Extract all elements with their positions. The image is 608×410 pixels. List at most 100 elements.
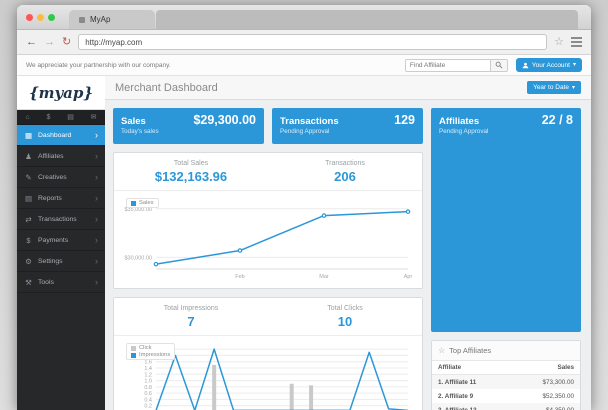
find-affiliate-input[interactable] — [404, 58, 491, 72]
minimize-button[interactable] — [37, 13, 44, 21]
svg-text:Apr: Apr — [404, 274, 413, 280]
report-icon[interactable]: ▤ — [67, 114, 74, 121]
tab-strip — [156, 10, 578, 29]
sidebar-item-transactions[interactable]: ⇄ Transactions › — [17, 209, 105, 230]
sales-line-chart: $35,000.00 $30,000.00 Feb Mar Apr — [124, 207, 413, 280]
home-icon[interactable]: ⌂ — [25, 113, 30, 121]
star-icon: ☆ — [438, 346, 446, 355]
transactions-stat-card: Transactions 129 Pending Approval — [272, 108, 423, 144]
svg-text:$30,000.00: $30,000.00 — [124, 255, 152, 261]
svg-text:1.4: 1.4 — [144, 366, 152, 372]
top-affiliates-header: ☆ Top Affiliates — [432, 341, 580, 361]
tools-icon: ⚒ — [25, 277, 32, 287]
total-impressions-value: 7 — [187, 314, 195, 329]
affiliates-icon: ♟ — [25, 151, 32, 161]
dashboard: Sales $29,300.00 Today's sales Transacti… — [105, 100, 591, 410]
search-button[interactable] — [490, 58, 508, 72]
logo-box[interactable]: {myap} — [17, 76, 105, 110]
total-sales-label: Total Sales — [173, 160, 209, 167]
column-affiliate: Affiliate — [432, 361, 513, 375]
mail-icon[interactable]: ✉ — [90, 114, 97, 121]
total-impressions-label: Total Impressions — [163, 305, 219, 312]
affiliates-stat-card: Affiliates 22 / 8 Pending Approval — [431, 108, 581, 332]
svg-text:1.6: 1.6 — [144, 360, 152, 366]
table-row: 2. Affiliate 9 $52,350.00 — [432, 389, 580, 403]
svg-text:Feb: Feb — [235, 274, 244, 280]
sidebar-item-dashboard[interactable]: ▦ Dashboard › — [17, 125, 105, 146]
svg-text:0.6: 0.6 — [144, 391, 152, 397]
payments-icon: $ — [26, 235, 31, 245]
traffic-chart-legend[interactable]: Click Impressions — [126, 343, 176, 360]
sidebar-item-reports[interactable]: ▤ Reports › — [17, 188, 105, 209]
sales-legend-swatch-icon — [131, 200, 136, 206]
top-affiliates-table: Affiliate Sales 1. Affiliate 11 $73,300.… — [432, 361, 580, 410]
total-clicks-value: 10 — [337, 314, 353, 329]
sidebar-item-label: Settings — [38, 257, 63, 265]
app-shell: {myap} ⌂ $ ▤ ✉ ▦ Dashboard › ♟ Affiliate… — [17, 76, 591, 410]
transactions-subtitle: Pending Approval — [280, 128, 330, 135]
sales-chart-legend[interactable]: Sales — [126, 198, 159, 208]
year-to-date-button[interactable]: Year to Date ▾ — [527, 81, 581, 94]
refresh-icon[interactable]: ↻ — [62, 35, 72, 48]
affiliate-sales: $4,350.00 — [545, 406, 574, 410]
sidebar-item-label: Tools — [38, 278, 54, 286]
sidebar-item-settings[interactable]: ⚙ Settings › — [17, 251, 105, 272]
sidebar-item-label: Dashboard — [38, 131, 72, 139]
close-button[interactable] — [26, 13, 33, 21]
search-icon — [495, 61, 503, 69]
dollar-icon[interactable]: $ — [46, 113, 51, 121]
sales-overview-stats: Total Sales $132,163.96 Transactions 206 — [114, 153, 422, 191]
back-icon[interactable]: ← — [26, 35, 37, 48]
chevron-right-icon: › — [95, 129, 98, 140]
affiliates-value: 22 / 8 — [541, 113, 573, 127]
myap-logo: {myap} — [28, 83, 94, 102]
browser-menu-icon[interactable] — [571, 35, 582, 49]
svg-text:1.0: 1.0 — [144, 379, 152, 385]
overview-transactions-value: 206 — [334, 169, 356, 184]
sidebar-item-creatives[interactable]: ✎ Creatives › — [17, 167, 105, 188]
svg-text:$35,000.00: $35,000.00 — [124, 207, 152, 213]
total-clicks-label: Total Clicks — [327, 305, 363, 312]
table-row: 3. Affiliate 13 $4,350.00 — [432, 403, 580, 410]
traffic-chart-area: Click Impressions 2.01.81.61.41.21.00.80… — [114, 336, 422, 410]
sales-stat-card: Sales $29,300.00 Today's sales — [113, 108, 264, 144]
total-sales-value: $132,163.96 — [154, 169, 228, 184]
dashboard-right-column: Affiliates 22 / 8 Pending Approval ☆ Top… — [431, 108, 581, 410]
browser-window: MyAp ← → ↻ ☆ We appreciate your partners… — [17, 5, 591, 410]
sidebar-item-affiliates[interactable]: ♟ Affiliates › — [17, 146, 105, 167]
settings-gear-icon: ⚙ — [25, 256, 32, 266]
url-input[interactable] — [78, 34, 548, 50]
overview-transactions-label: Transactions — [325, 160, 365, 167]
zoom-button[interactable] — [48, 13, 55, 21]
chevron-right-icon: › — [95, 171, 98, 182]
top-affiliates-title: Top Affiliates — [449, 346, 492, 355]
transactions-label: Transactions — [280, 116, 339, 127]
chevron-down-icon: ▾ — [572, 62, 576, 68]
sidebar: {myap} ⌂ $ ▤ ✉ ▦ Dashboard › ♟ Affiliate… — [17, 76, 105, 410]
sidebar-item-payments[interactable]: $ Payments › — [17, 230, 105, 251]
sidebar-item-label: Payments — [38, 236, 69, 244]
sidebar-item-label: Creatives — [38, 173, 67, 181]
affiliate-sales: $73,300.00 — [542, 378, 574, 386]
browser-tab[interactable]: MyAp — [69, 10, 155, 29]
window-controls — [26, 13, 55, 21]
svg-text:0.4: 0.4 — [144, 397, 152, 403]
creatives-icon: ✎ — [25, 172, 32, 182]
utility-bar: We appreciate your partnership with our … — [17, 55, 591, 76]
browser-tab-bar: MyAp — [17, 5, 591, 30]
bookmark-star-icon[interactable]: ☆ — [554, 35, 564, 48]
traffic-overview-stats: Total Impressions 7 Total Clicks 10 — [114, 298, 422, 336]
forward-icon[interactable]: → — [44, 35, 55, 48]
your-account-button[interactable]: Your Account ▾ — [515, 58, 582, 72]
transactions-icon: ⇄ — [25, 214, 32, 224]
chevron-right-icon: › — [95, 150, 98, 161]
svg-text:Mar: Mar — [319, 274, 329, 280]
table-header-row: Affiliate Sales — [432, 361, 580, 375]
svg-text:0.8: 0.8 — [144, 385, 152, 391]
sidebar-item-tools[interactable]: ⚒ Tools › — [17, 272, 105, 293]
your-account-label: Your Account — [531, 61, 570, 69]
top-affiliates-card: ☆ Top Affiliates Affiliate Sales — [431, 340, 581, 410]
affiliates-label: Affiliates — [439, 116, 480, 127]
chevron-right-icon: › — [95, 234, 98, 245]
svg-text:0.2: 0.2 — [144, 404, 152, 410]
